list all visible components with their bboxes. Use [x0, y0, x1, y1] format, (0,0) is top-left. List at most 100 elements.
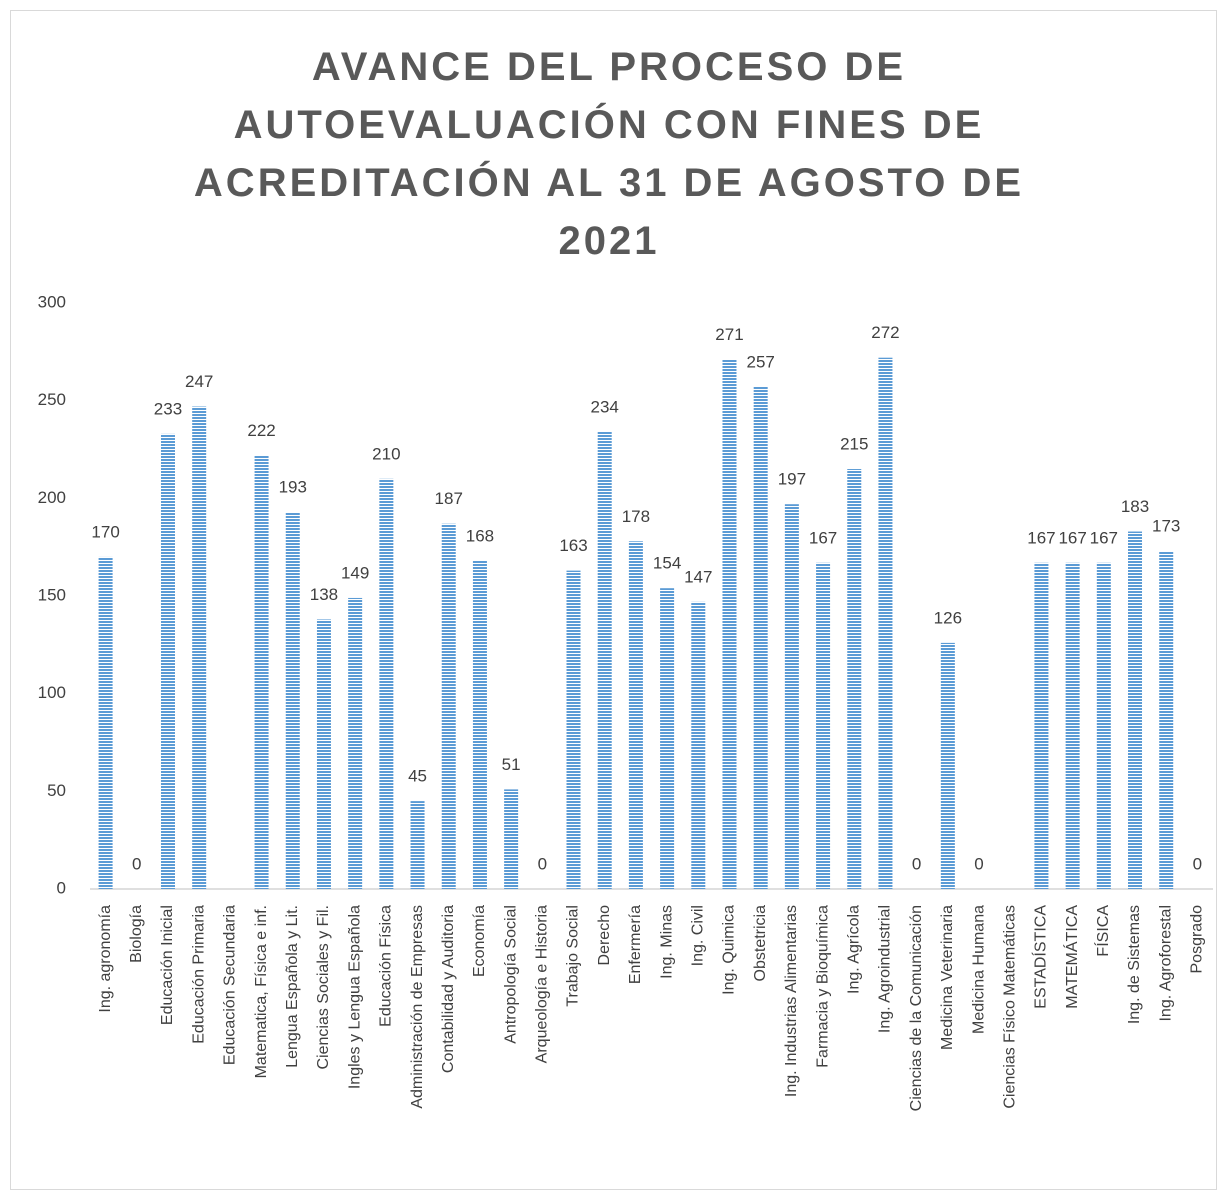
- data-label: 178: [622, 507, 650, 526]
- x-tick-label: Administración de Empresas: [409, 905, 426, 1109]
- x-tick-label: Contabilidad y Auditoria: [440, 905, 457, 1073]
- data-label: 170: [91, 522, 119, 541]
- x-tick-label: Ingles y Lengua Española: [346, 905, 363, 1089]
- data-label: 167: [1058, 528, 1086, 547]
- x-tick-label: Ciencias Físico Matemáticas: [1001, 905, 1018, 1109]
- x-tick-label: Medicina Humana: [970, 905, 987, 1034]
- bar: [1128, 531, 1143, 889]
- x-tick-label: Ing. agronomía: [97, 905, 114, 1013]
- x-tick-label: FÍSICA: [1093, 905, 1112, 957]
- data-label: 173: [1152, 517, 1180, 536]
- x-tick-label: Ing. Agroindustrial: [877, 905, 894, 1033]
- x-tick-label: Biología: [128, 905, 145, 963]
- bar: [878, 357, 893, 889]
- x-tick-label: Ing. de Sistemas: [1126, 905, 1143, 1024]
- data-label: 271: [715, 325, 743, 344]
- data-label: 222: [247, 421, 275, 440]
- chart-border: [10, 10, 1217, 1190]
- data-label: 197: [778, 470, 806, 489]
- data-label: 187: [435, 489, 463, 508]
- y-tick-label: 100: [38, 683, 66, 702]
- data-label: 0: [974, 854, 983, 873]
- bar: [660, 588, 675, 889]
- bar: [410, 801, 425, 889]
- bar: [1065, 562, 1080, 889]
- x-tick-label: Posgrado: [1189, 905, 1206, 974]
- data-label: 247: [185, 372, 213, 391]
- bar: [784, 504, 799, 889]
- x-tick-label: ESTADÍSTICA: [1031, 905, 1050, 1009]
- data-label: 234: [591, 397, 619, 416]
- data-label: 272: [871, 323, 899, 342]
- y-tick-label: 150: [38, 585, 66, 604]
- bar: [566, 570, 581, 889]
- data-label: 167: [1090, 528, 1118, 547]
- bar: [597, 431, 612, 889]
- x-tick-label: Ing. Agrícola: [845, 905, 862, 994]
- data-label: 215: [840, 435, 868, 454]
- x-tick-label: Ciencias de la Comunicación: [908, 905, 925, 1111]
- y-tick-label: 50: [47, 781, 66, 800]
- data-label: 45: [408, 767, 427, 786]
- chart-title: AVANCE DEL PROCESO DE AUTOEVALUACIÓN CON…: [193, 45, 1025, 263]
- data-label: 167: [809, 528, 837, 547]
- bar: [753, 386, 768, 889]
- data-label: 138: [310, 585, 338, 604]
- bar: [192, 406, 207, 889]
- data-label: 210: [372, 444, 400, 463]
- x-tick-label: Ing. Civil: [690, 905, 707, 966]
- x-tick-label: Ing. Industrias Alimentarias: [783, 905, 800, 1097]
- x-tick-label: Matematica, Física e inf.: [253, 905, 270, 1078]
- bar: [160, 433, 175, 889]
- x-tick-label: Derecho: [596, 905, 613, 966]
- bar: [847, 469, 862, 889]
- y-tick-label: 200: [38, 488, 66, 507]
- bar: [379, 478, 394, 889]
- data-label: 163: [559, 536, 587, 555]
- x-tick-label: Educación Primaria: [190, 905, 207, 1044]
- data-label: 0: [1193, 854, 1202, 873]
- bar: [1096, 562, 1111, 889]
- bar: [254, 455, 269, 889]
- bar: [316, 619, 331, 889]
- bar: [722, 359, 737, 889]
- data-label: 154: [653, 554, 681, 573]
- x-tick-label: Obstetricia: [752, 905, 769, 982]
- x-tick-label: Lengua Española y Lit.: [284, 905, 301, 1068]
- bar: [504, 789, 519, 889]
- bar: [348, 597, 363, 889]
- x-tick-label: Educación Física: [378, 905, 395, 1027]
- data-label: 0: [912, 854, 921, 873]
- bar: [816, 562, 831, 889]
- x-tick-label: Antropología Social: [502, 905, 519, 1044]
- bar: [940, 642, 955, 889]
- bar: [628, 541, 643, 889]
- data-label: 168: [466, 526, 494, 545]
- bar: [98, 556, 113, 889]
- x-tick-label: Economía: [471, 905, 488, 977]
- y-tick-label: 300: [38, 292, 66, 311]
- data-label: 147: [684, 567, 712, 586]
- data-label: 149: [341, 563, 369, 582]
- data-label: 233: [154, 399, 182, 418]
- data-label: 167: [1027, 528, 1055, 547]
- bar: [285, 512, 300, 889]
- x-tick-label: Ing. Agroforestal: [1157, 905, 1174, 1022]
- x-tick-label: Ing. Minas: [658, 905, 675, 979]
- data-label: 126: [934, 608, 962, 627]
- data-label: 0: [538, 854, 547, 873]
- bar: [1159, 551, 1174, 889]
- y-tick-label: 0: [57, 878, 66, 897]
- x-tick-label: Educación Inicial: [159, 905, 176, 1025]
- x-tick-label: Farmacia y Bioquímica: [814, 905, 831, 1068]
- data-label: 257: [746, 352, 774, 371]
- x-tick-label: Medicina Veterinaria: [939, 905, 956, 1050]
- bar: [472, 560, 487, 889]
- data-label: 0: [132, 854, 141, 873]
- x-tick-label: Arqueología e Historia: [534, 905, 551, 1063]
- bar: [1034, 562, 1049, 889]
- x-tick-label: MATEMÁTICA: [1062, 905, 1081, 1009]
- x-tick-label: Ciencias Sociales y Fil.: [315, 905, 332, 1070]
